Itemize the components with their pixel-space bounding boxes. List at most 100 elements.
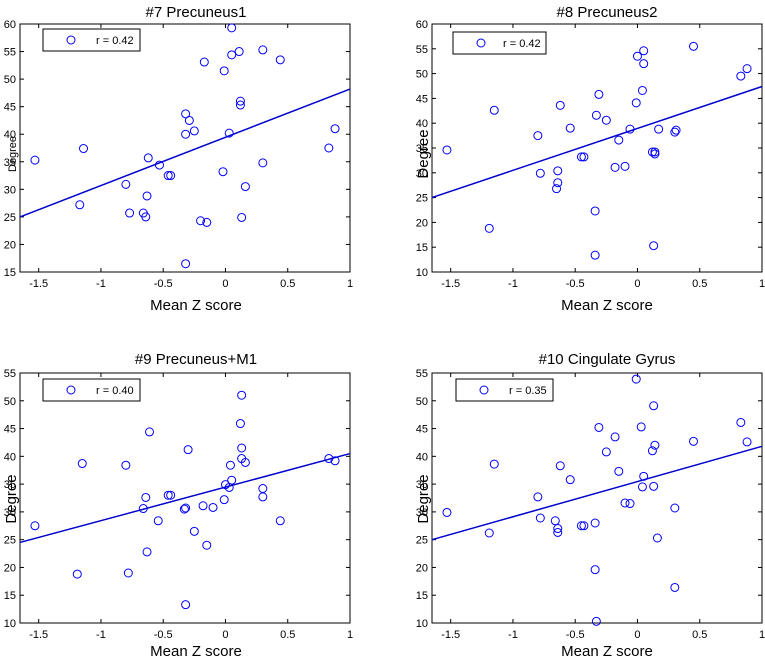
data-point bbox=[123, 568, 133, 578]
axes-frame bbox=[431, 23, 763, 273]
data-point bbox=[235, 419, 245, 429]
y-tick-label: 25 bbox=[4, 212, 16, 224]
y-tick-label: 15 bbox=[4, 590, 16, 602]
data-point bbox=[142, 547, 152, 557]
data-point bbox=[166, 490, 176, 500]
x-tick-label: -1.5 bbox=[29, 629, 48, 641]
plot-area: -1.5 -1 -0.5 0 0.5 1 10 15 20 25 30 35 40 45 50 55 bbox=[416, 368, 765, 641]
data-point bbox=[590, 565, 600, 575]
x-tick-label: 1 bbox=[759, 629, 765, 641]
data-point bbox=[141, 492, 151, 502]
data-point bbox=[145, 427, 155, 437]
plot-area: -1.5 -1 -0.5 0 0.5 1 15 20 25 30 35 40 45 50 55 60 bbox=[4, 19, 353, 290]
data-point bbox=[237, 212, 247, 222]
y-tick-label: 40 bbox=[416, 451, 428, 463]
data-point bbox=[181, 109, 191, 119]
data-point bbox=[742, 64, 752, 74]
x-tick-label: 0.5 bbox=[280, 278, 295, 290]
data-point bbox=[689, 436, 699, 446]
data-point bbox=[590, 518, 600, 528]
data-point bbox=[240, 457, 250, 467]
x-tick-label: -0.5 bbox=[154, 278, 173, 290]
data-point bbox=[72, 569, 82, 579]
x-tick-label: -1 bbox=[96, 278, 106, 290]
y-tick-label: 60 bbox=[4, 19, 16, 31]
data-point bbox=[550, 516, 560, 526]
data-point bbox=[576, 521, 586, 531]
chart-title: #8 Precuneus2 bbox=[557, 4, 658, 21]
data-point bbox=[330, 456, 340, 466]
data-point bbox=[591, 616, 601, 626]
y-tick-label: 60 bbox=[416, 19, 428, 31]
plot-area: -1.5 -1 -0.5 0 0.5 1 10 15 20 25 30 35 40 45 50 55 bbox=[4, 368, 353, 641]
y-tick-label: 45 bbox=[416, 424, 428, 436]
y-tick-label: 40 bbox=[416, 118, 428, 130]
data-point bbox=[196, 216, 206, 226]
chart-title: #7 Precuneus1 bbox=[146, 4, 247, 21]
data-point bbox=[179, 504, 189, 514]
y-tick-label: 45 bbox=[4, 102, 16, 114]
data-point bbox=[671, 125, 681, 135]
y-tick-label: 50 bbox=[416, 396, 428, 408]
data-point bbox=[631, 98, 641, 108]
data-point bbox=[484, 223, 494, 233]
data-point bbox=[625, 499, 635, 509]
data-point bbox=[275, 516, 285, 526]
data-point bbox=[565, 123, 575, 133]
y-axis-label: Degree bbox=[415, 129, 432, 178]
panel-precuneus2: #8 Precuneus2 -1.5 -1 -0.5 0 0.5 1 10 15 20 25 30 3… bbox=[415, 4, 765, 314]
data-point bbox=[275, 55, 285, 65]
y-tick-label: 10 bbox=[416, 618, 428, 630]
fit-line bbox=[431, 85, 763, 199]
data-point bbox=[121, 460, 131, 470]
y-tick-label: 20 bbox=[4, 562, 16, 574]
x-axis-label: Mean Z score bbox=[150, 643, 242, 660]
y-tick-label: 15 bbox=[416, 242, 428, 254]
x-tick-label: 1 bbox=[347, 629, 353, 641]
data-point bbox=[237, 390, 247, 400]
data-point bbox=[552, 184, 562, 194]
y-tick-label: 20 bbox=[416, 217, 428, 229]
data-point bbox=[227, 23, 237, 33]
legend-marker bbox=[66, 385, 76, 395]
y-tick-label: 50 bbox=[416, 69, 428, 81]
data-point bbox=[227, 475, 237, 485]
legend: r = 0.40 bbox=[42, 378, 141, 402]
data-point bbox=[121, 179, 131, 189]
data-point bbox=[153, 516, 163, 526]
data-point bbox=[649, 401, 659, 411]
data-point bbox=[533, 131, 543, 141]
data-point bbox=[202, 217, 212, 227]
y-tick-label: 15 bbox=[416, 590, 428, 602]
legend-box bbox=[42, 378, 141, 402]
legend-label: r = 0.40 bbox=[96, 385, 134, 397]
data-point bbox=[625, 124, 635, 134]
y-tick-label: 30 bbox=[416, 507, 428, 519]
data-point bbox=[553, 527, 563, 537]
data-point bbox=[163, 171, 173, 181]
data-point bbox=[202, 540, 212, 550]
data-point bbox=[594, 89, 604, 99]
data-point bbox=[166, 171, 176, 181]
y-axis-label: Degree bbox=[3, 474, 20, 523]
data-point bbox=[601, 115, 611, 125]
data-point bbox=[650, 147, 660, 157]
data-point bbox=[235, 100, 245, 110]
legend-marker bbox=[66, 35, 76, 45]
data-point bbox=[154, 160, 164, 170]
x-tick-label: -1 bbox=[508, 629, 518, 641]
x-axis-label: Mean Z score bbox=[150, 297, 242, 314]
x-tick-label: 1 bbox=[347, 278, 353, 290]
y-tick-label: 35 bbox=[4, 157, 16, 169]
y-tick-label: 25 bbox=[4, 535, 16, 547]
fit-line bbox=[19, 88, 351, 218]
data-point bbox=[555, 100, 565, 110]
x-tick-label: -1.5 bbox=[441, 278, 460, 290]
data-point bbox=[324, 454, 334, 464]
fit-line bbox=[19, 452, 351, 544]
data-point bbox=[610, 432, 620, 442]
data-point bbox=[637, 482, 647, 492]
data-point bbox=[30, 521, 40, 531]
data-point bbox=[258, 484, 268, 494]
